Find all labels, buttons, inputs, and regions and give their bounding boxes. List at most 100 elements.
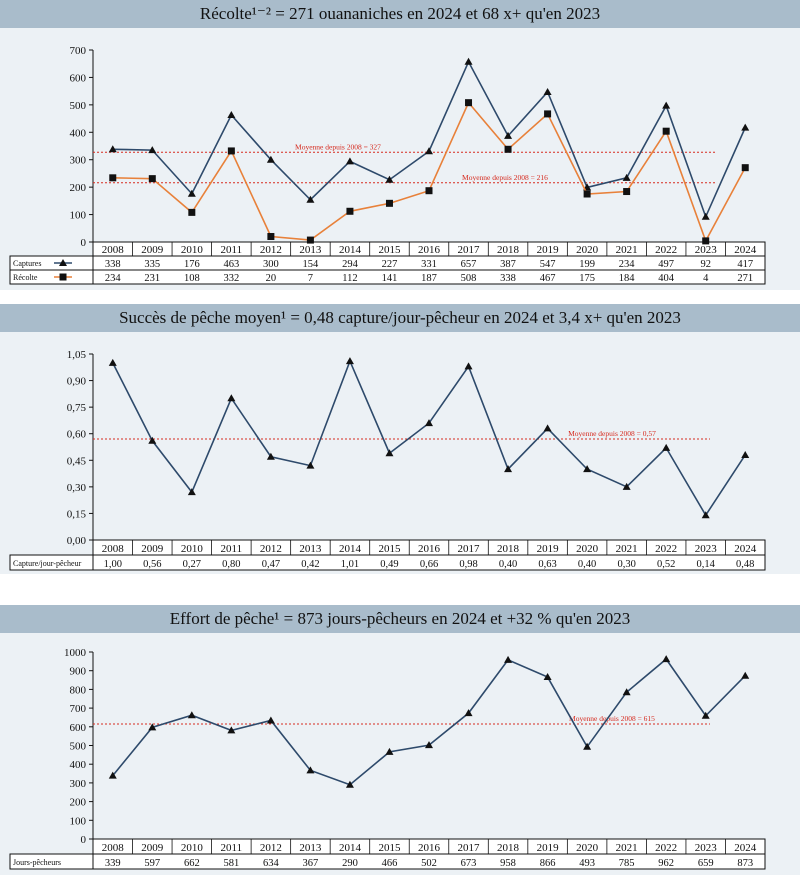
y-tick-label: 100 <box>70 815 87 827</box>
x-tick-label: 2012 <box>260 842 282 854</box>
series-name: Captures <box>13 259 41 268</box>
data-point <box>227 111 236 119</box>
x-tick-label: 2014 <box>339 842 362 854</box>
y-tick-label: 400 <box>70 127 87 139</box>
data-label: 958 <box>500 858 516 869</box>
data-point <box>543 673 552 681</box>
data-point <box>266 452 275 460</box>
data-point <box>425 187 433 195</box>
data-point <box>188 208 196 216</box>
data-label: 112 <box>342 273 357 284</box>
x-tick-label: 2018 <box>497 543 520 555</box>
x-tick-label: 2011 <box>221 244 243 256</box>
data-label: 387 <box>500 259 516 270</box>
y-tick-label: 0,00 <box>67 535 87 547</box>
data-label: 597 <box>144 858 160 869</box>
data-label: 962 <box>658 858 674 869</box>
data-table-row <box>9 269 766 285</box>
chart-2-panel: 0,00 0,15 0,30 0,45 0,60 0,75 0,90 1,05 2008 2009… <box>0 332 800 574</box>
data-label: 227 <box>382 259 398 270</box>
data-point <box>227 147 235 155</box>
data-label: 335 <box>144 259 160 270</box>
data-label: 581 <box>223 858 239 869</box>
x-tick-label: 2015 <box>378 543 401 555</box>
data-point <box>148 436 157 444</box>
data-point <box>662 655 671 663</box>
x-tick-label: 2009 <box>141 244 164 256</box>
chart-2-title: Succès de pêche moyen¹ = 0,48 capture/jo… <box>0 304 800 332</box>
chart-1-title: Récolte¹⁻² = 271 ouananiches en 2024 et … <box>0 0 800 28</box>
x-tick-label: 2011 <box>221 842 243 854</box>
data-label: 338 <box>105 259 121 270</box>
series-name: Jours-pêcheurs <box>13 858 61 867</box>
harvest-chart: 0 100 200 300 400 500 600 700 2008 2009 2010 2011 20… <box>9 45 766 285</box>
data-point <box>622 482 631 490</box>
data-label: 141 <box>382 273 398 284</box>
data-label: 404 <box>658 273 675 284</box>
data-point <box>583 465 592 473</box>
data-label: 634 <box>263 858 280 869</box>
x-tick-label: 2024 <box>734 244 757 256</box>
data-point <box>266 716 275 724</box>
y-tick-label: 600 <box>70 722 87 734</box>
x-tick-label: 2014 <box>339 543 362 555</box>
data-label: 367 <box>303 858 319 869</box>
x-tick-label: 2023 <box>695 543 718 555</box>
data-point <box>741 450 750 458</box>
data-point <box>346 207 354 215</box>
data-point <box>504 655 513 663</box>
data-label: 466 <box>382 858 398 869</box>
average-label: Moyenne depuis 2008 = 216 <box>462 173 548 182</box>
x-tick-label: 2009 <box>141 543 164 555</box>
y-tick-label: 0,60 <box>67 429 87 441</box>
data-label: 657 <box>461 259 477 270</box>
x-tick-label: 2017 <box>458 543 481 555</box>
data-label: 0,30 <box>617 559 635 570</box>
y-tick-label: 0,90 <box>67 376 87 388</box>
data-point <box>385 199 393 207</box>
data-point <box>306 236 314 244</box>
data-label: 417 <box>737 259 753 270</box>
data-point <box>662 127 670 135</box>
data-label: 508 <box>461 273 477 284</box>
data-point <box>306 195 315 203</box>
x-tick-label: 2022 <box>655 244 677 256</box>
data-point <box>662 443 671 451</box>
data-label: 0,80 <box>222 559 240 570</box>
data-point <box>108 358 117 366</box>
data-label: 271 <box>737 273 753 284</box>
data-point <box>425 741 433 749</box>
data-label: 339 <box>105 858 121 869</box>
y-tick-label: 500 <box>70 741 87 753</box>
x-tick-label: 2019 <box>537 244 560 256</box>
data-label: 184 <box>619 273 636 284</box>
y-tick-label: 700 <box>70 703 87 715</box>
data-label: 873 <box>737 858 753 869</box>
data-label: 0,66 <box>420 559 438 570</box>
data-label: 7 <box>308 273 313 284</box>
data-point <box>504 131 513 139</box>
data-point <box>385 449 394 457</box>
x-tick-label: 2020 <box>576 543 599 555</box>
data-label: 0,49 <box>380 559 398 570</box>
data-label: 547 <box>540 259 556 270</box>
data-label: 0,63 <box>538 559 556 570</box>
x-tick-label: 2017 <box>458 842 481 854</box>
data-point <box>701 212 710 220</box>
data-label: 1,01 <box>341 559 359 570</box>
average-label: Moyenne depuis 2008 = 0,57 <box>568 429 656 438</box>
x-tick-label: 2016 <box>418 543 441 555</box>
legend-marker <box>59 259 67 266</box>
x-tick-label: 2019 <box>537 543 560 555</box>
data-label: 866 <box>540 858 556 869</box>
data-point <box>741 671 750 679</box>
y-tick-label: 1,05 <box>67 349 87 361</box>
data-point <box>623 188 631 196</box>
data-label: 92 <box>700 259 711 270</box>
y-tick-label: 0 <box>81 237 87 249</box>
average-label: Moyenne depuis 2008 = 327 <box>295 142 381 151</box>
data-point <box>108 771 117 779</box>
chart-3-title: Effort de pêche¹ = 873 jours-pêcheurs en… <box>0 605 800 633</box>
x-tick-label: 2008 <box>102 543 125 555</box>
data-point <box>187 488 196 496</box>
